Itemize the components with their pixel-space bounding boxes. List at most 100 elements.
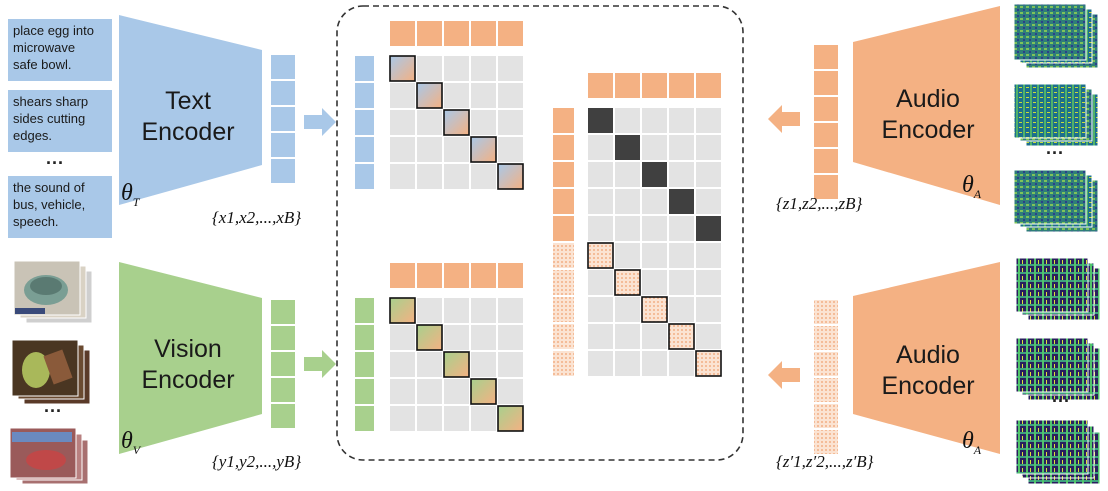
augmented-audio-embedding-cell	[814, 352, 838, 376]
matrix-row-cell	[355, 164, 374, 189]
similarity-region-box	[336, 5, 744, 461]
text-encoder-label: Text Encoder	[141, 87, 235, 146]
matrix-cell	[417, 406, 442, 431]
matrix-row-cell	[553, 351, 574, 376]
audio-top-arrow	[768, 105, 800, 133]
matrix-cell	[669, 351, 694, 376]
matrix-header-cell	[390, 21, 415, 46]
matrix-diagonal-cell	[470, 378, 497, 405]
matrix-cell	[471, 56, 496, 81]
audio-embedding-cell	[814, 97, 838, 121]
matrix-cell	[444, 56, 469, 81]
matrix-cell	[615, 351, 640, 376]
matrix-cell	[471, 164, 496, 189]
text-embedding-cell	[271, 133, 295, 157]
matrix-header-cell	[669, 73, 694, 98]
matrix-row-cell	[355, 137, 374, 162]
matrix-diagonal-cell	[416, 82, 443, 109]
matrix-diagonal-cell	[668, 323, 695, 350]
audio-encoder-bottom-label: Audio Encoder	[881, 341, 975, 400]
matrix-cell	[615, 189, 640, 214]
matrix-cell	[615, 108, 640, 133]
text-encoder-block	[119, 15, 262, 205]
matrix-header-cell	[588, 73, 613, 98]
matrix-header-cell	[417, 21, 442, 46]
matrix-header-cell	[696, 73, 721, 98]
matrix-diagonal-cell	[389, 297, 416, 324]
matrix-cell	[669, 135, 694, 160]
matrix-diagonal-cell	[389, 55, 416, 82]
matrix-cell	[471, 83, 496, 108]
matrix-cell	[615, 297, 640, 322]
matrix-diagonal-cell	[497, 163, 524, 190]
matrix-header-cell	[471, 263, 496, 288]
matrix-diagonal-cell	[588, 108, 613, 133]
matrix-cell	[588, 216, 613, 241]
audio-encoder-top-label: Audio Encoder	[881, 85, 975, 144]
matrix-cell	[390, 352, 415, 377]
image-ellipsis: ...	[44, 396, 63, 416]
matrix-cell	[471, 352, 496, 377]
matrix-cell	[642, 108, 667, 133]
vision-encoder-block	[119, 262, 262, 454]
matrix-cell	[669, 216, 694, 241]
text-caption-1: place egg into microwave safe bowl.	[8, 19, 112, 81]
matrix-header-cell	[444, 263, 469, 288]
augmented-spectrogram-stack-2	[1015, 337, 1101, 401]
matrix-cell	[444, 298, 469, 323]
matrix-cell	[642, 216, 667, 241]
matrix-diagonal-cell	[642, 162, 667, 187]
matrix-diagonal-cell	[416, 324, 443, 351]
matrix-cell	[669, 297, 694, 322]
matrix-cell	[390, 110, 415, 135]
matrix-cell	[498, 56, 523, 81]
matrix-header-cell	[615, 73, 640, 98]
matrix-diagonal-cell	[696, 216, 721, 241]
matrix-cell	[444, 379, 469, 404]
matrix-row-cell	[355, 325, 374, 350]
matrix-cell	[588, 270, 613, 295]
matrix-cell	[588, 189, 613, 214]
matrix-row-cell	[355, 56, 374, 81]
text-audio-matrix	[355, 21, 524, 190]
matrix-cell	[471, 298, 496, 323]
matrix-cell	[696, 108, 721, 133]
matrix-cell	[615, 324, 640, 349]
vision-arrow	[304, 350, 336, 378]
vision-embedding-cell	[271, 300, 295, 324]
matrix-row-cell	[355, 83, 374, 108]
matrix-cell	[444, 83, 469, 108]
matrix-row-cell	[553, 135, 574, 160]
matrix-diagonal-cell	[669, 189, 694, 214]
matrix-row-cell	[355, 110, 374, 135]
matrix-cell	[417, 137, 442, 162]
audio-embedding-cell	[814, 123, 838, 147]
matrix-cell	[696, 162, 721, 187]
matrix-cell	[444, 325, 469, 350]
matrix-row-cell	[553, 108, 574, 133]
matrix-cell	[417, 56, 442, 81]
matrix-row-cell	[553, 270, 574, 295]
matrix-header-cell	[471, 21, 496, 46]
text-ellipsis: ...	[46, 148, 65, 168]
audio-encoder-top-block	[853, 6, 1000, 205]
matrix-cell	[390, 164, 415, 189]
augmented-audio-embedding-cell	[814, 378, 838, 402]
augmented-audio-embedding-set-label: {z′1,z′2,...,z′B}	[776, 452, 874, 471]
matrix-cell	[615, 216, 640, 241]
matrix-header-cell	[498, 263, 523, 288]
matrix-cell	[642, 243, 667, 268]
matrix-row-cell	[355, 379, 374, 404]
matrix-cell	[615, 243, 640, 268]
matrix-row-cell	[553, 216, 574, 241]
matrix-cell	[498, 298, 523, 323]
image-stack-2	[11, 339, 91, 405]
matrix-cell	[588, 162, 613, 187]
augmented-spectrogram-stack-1	[1015, 257, 1101, 321]
text-embedding-cell	[271, 81, 295, 105]
vision-audio-matrix	[355, 263, 524, 432]
matrix-header-cell	[498, 21, 523, 46]
matrix-cell	[696, 270, 721, 295]
augmented-audio-embedding-cell	[814, 300, 838, 324]
